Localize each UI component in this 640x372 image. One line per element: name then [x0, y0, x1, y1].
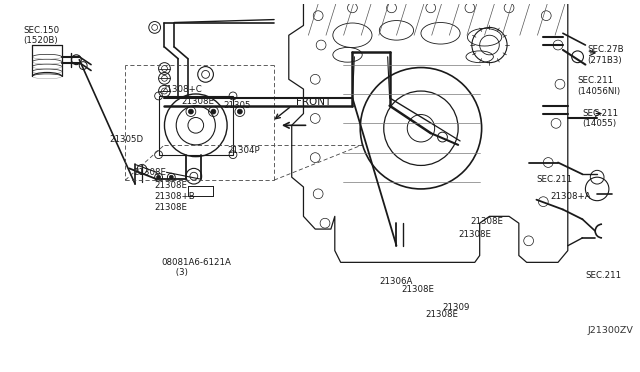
Text: 21308+B: 21308+B — [155, 192, 195, 201]
Text: J21300ZV: J21300ZV — [588, 326, 633, 336]
Text: SEC.211
(14055): SEC.211 (14055) — [582, 109, 619, 128]
Circle shape — [170, 175, 173, 179]
Circle shape — [211, 109, 216, 114]
Circle shape — [188, 109, 193, 114]
Text: 21309: 21309 — [442, 303, 470, 312]
Circle shape — [237, 109, 243, 114]
Text: 21308E: 21308E — [426, 310, 459, 319]
Text: 21308E: 21308E — [155, 182, 188, 190]
Text: 21308E: 21308E — [458, 230, 491, 240]
Text: 21306A: 21306A — [380, 278, 413, 286]
Text: SEC.27B
(271B3): SEC.27B (271B3) — [588, 45, 624, 64]
Text: 21308+A: 21308+A — [550, 192, 591, 201]
Text: 21308E: 21308E — [401, 285, 435, 294]
Text: SEC.150
(1520B): SEC.150 (1520B) — [24, 26, 60, 45]
Text: 21308E: 21308E — [470, 217, 503, 226]
Text: 21304P: 21304P — [227, 146, 260, 155]
Text: SEC.211: SEC.211 — [536, 174, 573, 184]
Text: 21308E: 21308E — [155, 203, 188, 212]
Text: SEC.211: SEC.211 — [586, 270, 621, 280]
Text: 21305D: 21305D — [109, 135, 144, 144]
Text: SEC.211
(14056NI): SEC.211 (14056NI) — [577, 77, 621, 96]
Text: 21308E: 21308E — [181, 97, 214, 106]
Text: 21308E: 21308E — [133, 168, 166, 177]
Text: 08081A6-6121A
     (3): 08081A6-6121A (3) — [161, 257, 232, 277]
Bar — [159, 96, 233, 155]
Text: 21308+C: 21308+C — [161, 84, 202, 94]
Circle shape — [157, 175, 161, 179]
Text: 21305: 21305 — [223, 101, 251, 110]
Text: FRONT: FRONT — [296, 97, 331, 107]
